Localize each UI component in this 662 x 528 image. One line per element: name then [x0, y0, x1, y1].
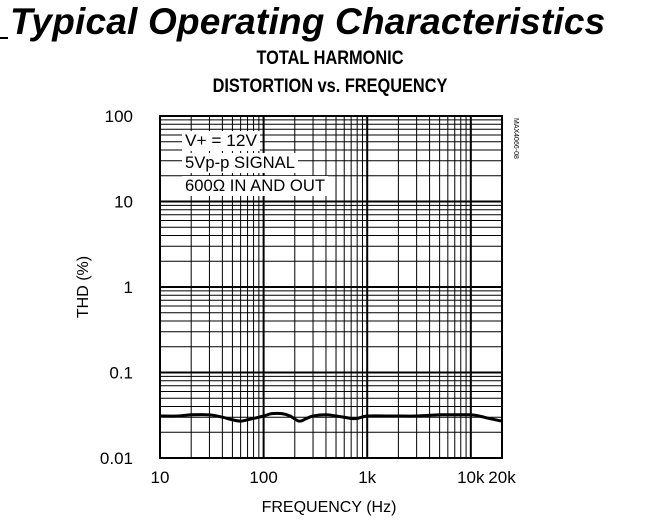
- x-axis-label: FREQUENCY (Hz): [262, 499, 397, 516]
- annotation-2: 600Ω IN AND OUT: [182, 176, 328, 196]
- y-tick-label: 1: [124, 278, 133, 297]
- annotation-background: [182, 131, 260, 151]
- annotation-1: 5Vp-p SIGNAL: [182, 153, 298, 173]
- y-tick-label: 10: [114, 193, 133, 212]
- annotation-0: V+ = 12V: [182, 131, 260, 151]
- annotation-text: 5Vp-p SIGNAL: [185, 153, 295, 172]
- thd-curve-series-0: [159, 411, 503, 423]
- x-tick-label: 1k: [358, 468, 376, 487]
- y-tick-label: 100: [105, 107, 133, 126]
- heading-rule: [0, 37, 8, 39]
- y-tick-label: 0.1: [109, 364, 133, 383]
- y-tick-label: 0.01: [100, 449, 133, 468]
- x-tick-label: 10k: [457, 468, 485, 487]
- annotation-text: V+ = 12V: [185, 131, 258, 150]
- section-heading: Typical Operating Characteristics: [10, 1, 606, 42]
- annotation-text: 600Ω IN AND OUT: [185, 176, 325, 195]
- chart-title-line-2: DISTORTION vs. FREQUENCY: [212, 76, 448, 97]
- chart-title-line-1: TOTAL HARMONIC: [256, 48, 404, 69]
- annotation-background: [182, 176, 328, 196]
- x-tick-label: 20k: [488, 468, 516, 487]
- annotation-background: [182, 153, 298, 173]
- x-tick-label: 100: [249, 468, 277, 487]
- figure-code: MAX4066-08: [512, 118, 519, 159]
- y-axis-label: THD (%): [75, 256, 92, 318]
- plot-frame: [159, 115, 503, 459]
- x-tick-label: 10: [151, 468, 170, 487]
